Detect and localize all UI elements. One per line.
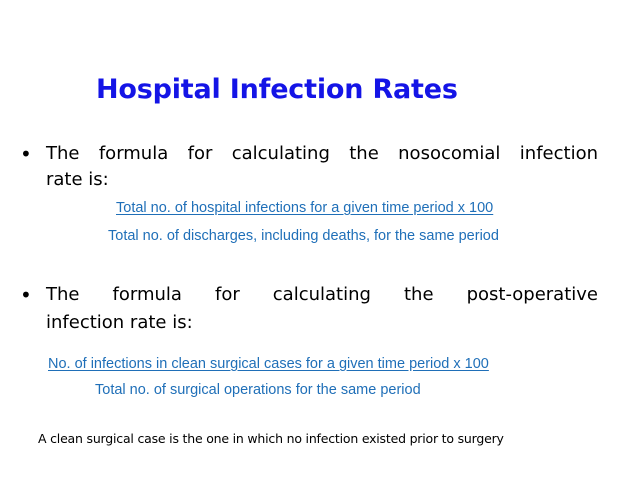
post-operative-formula-denominator: Total no. of surgical operations for the…	[95, 382, 421, 398]
bullet-1-line-1: The formula for calculating the nosocomi…	[46, 143, 598, 164]
bullet-marker: •	[20, 283, 32, 307]
bullet-1-line-2: rate is:	[46, 169, 109, 190]
bullet-marker: •	[20, 142, 32, 166]
nosocomial-formula-numerator: Total no. of hospital infections for a g…	[116, 200, 494, 216]
slide-title: Hospital Infection Rates	[96, 74, 458, 105]
post-operative-formula-numerator: No. of infections in clean surgical case…	[48, 356, 489, 372]
bullet-2-line-2: infection rate is:	[46, 312, 193, 333]
nosocomial-formula-denominator: Total no. of discharges, including death…	[108, 228, 499, 244]
bullet-2-line-1: The formula for calculating the post-ope…	[46, 284, 598, 305]
clean-case-note: A clean surgical case is the one in whic…	[38, 431, 504, 446]
